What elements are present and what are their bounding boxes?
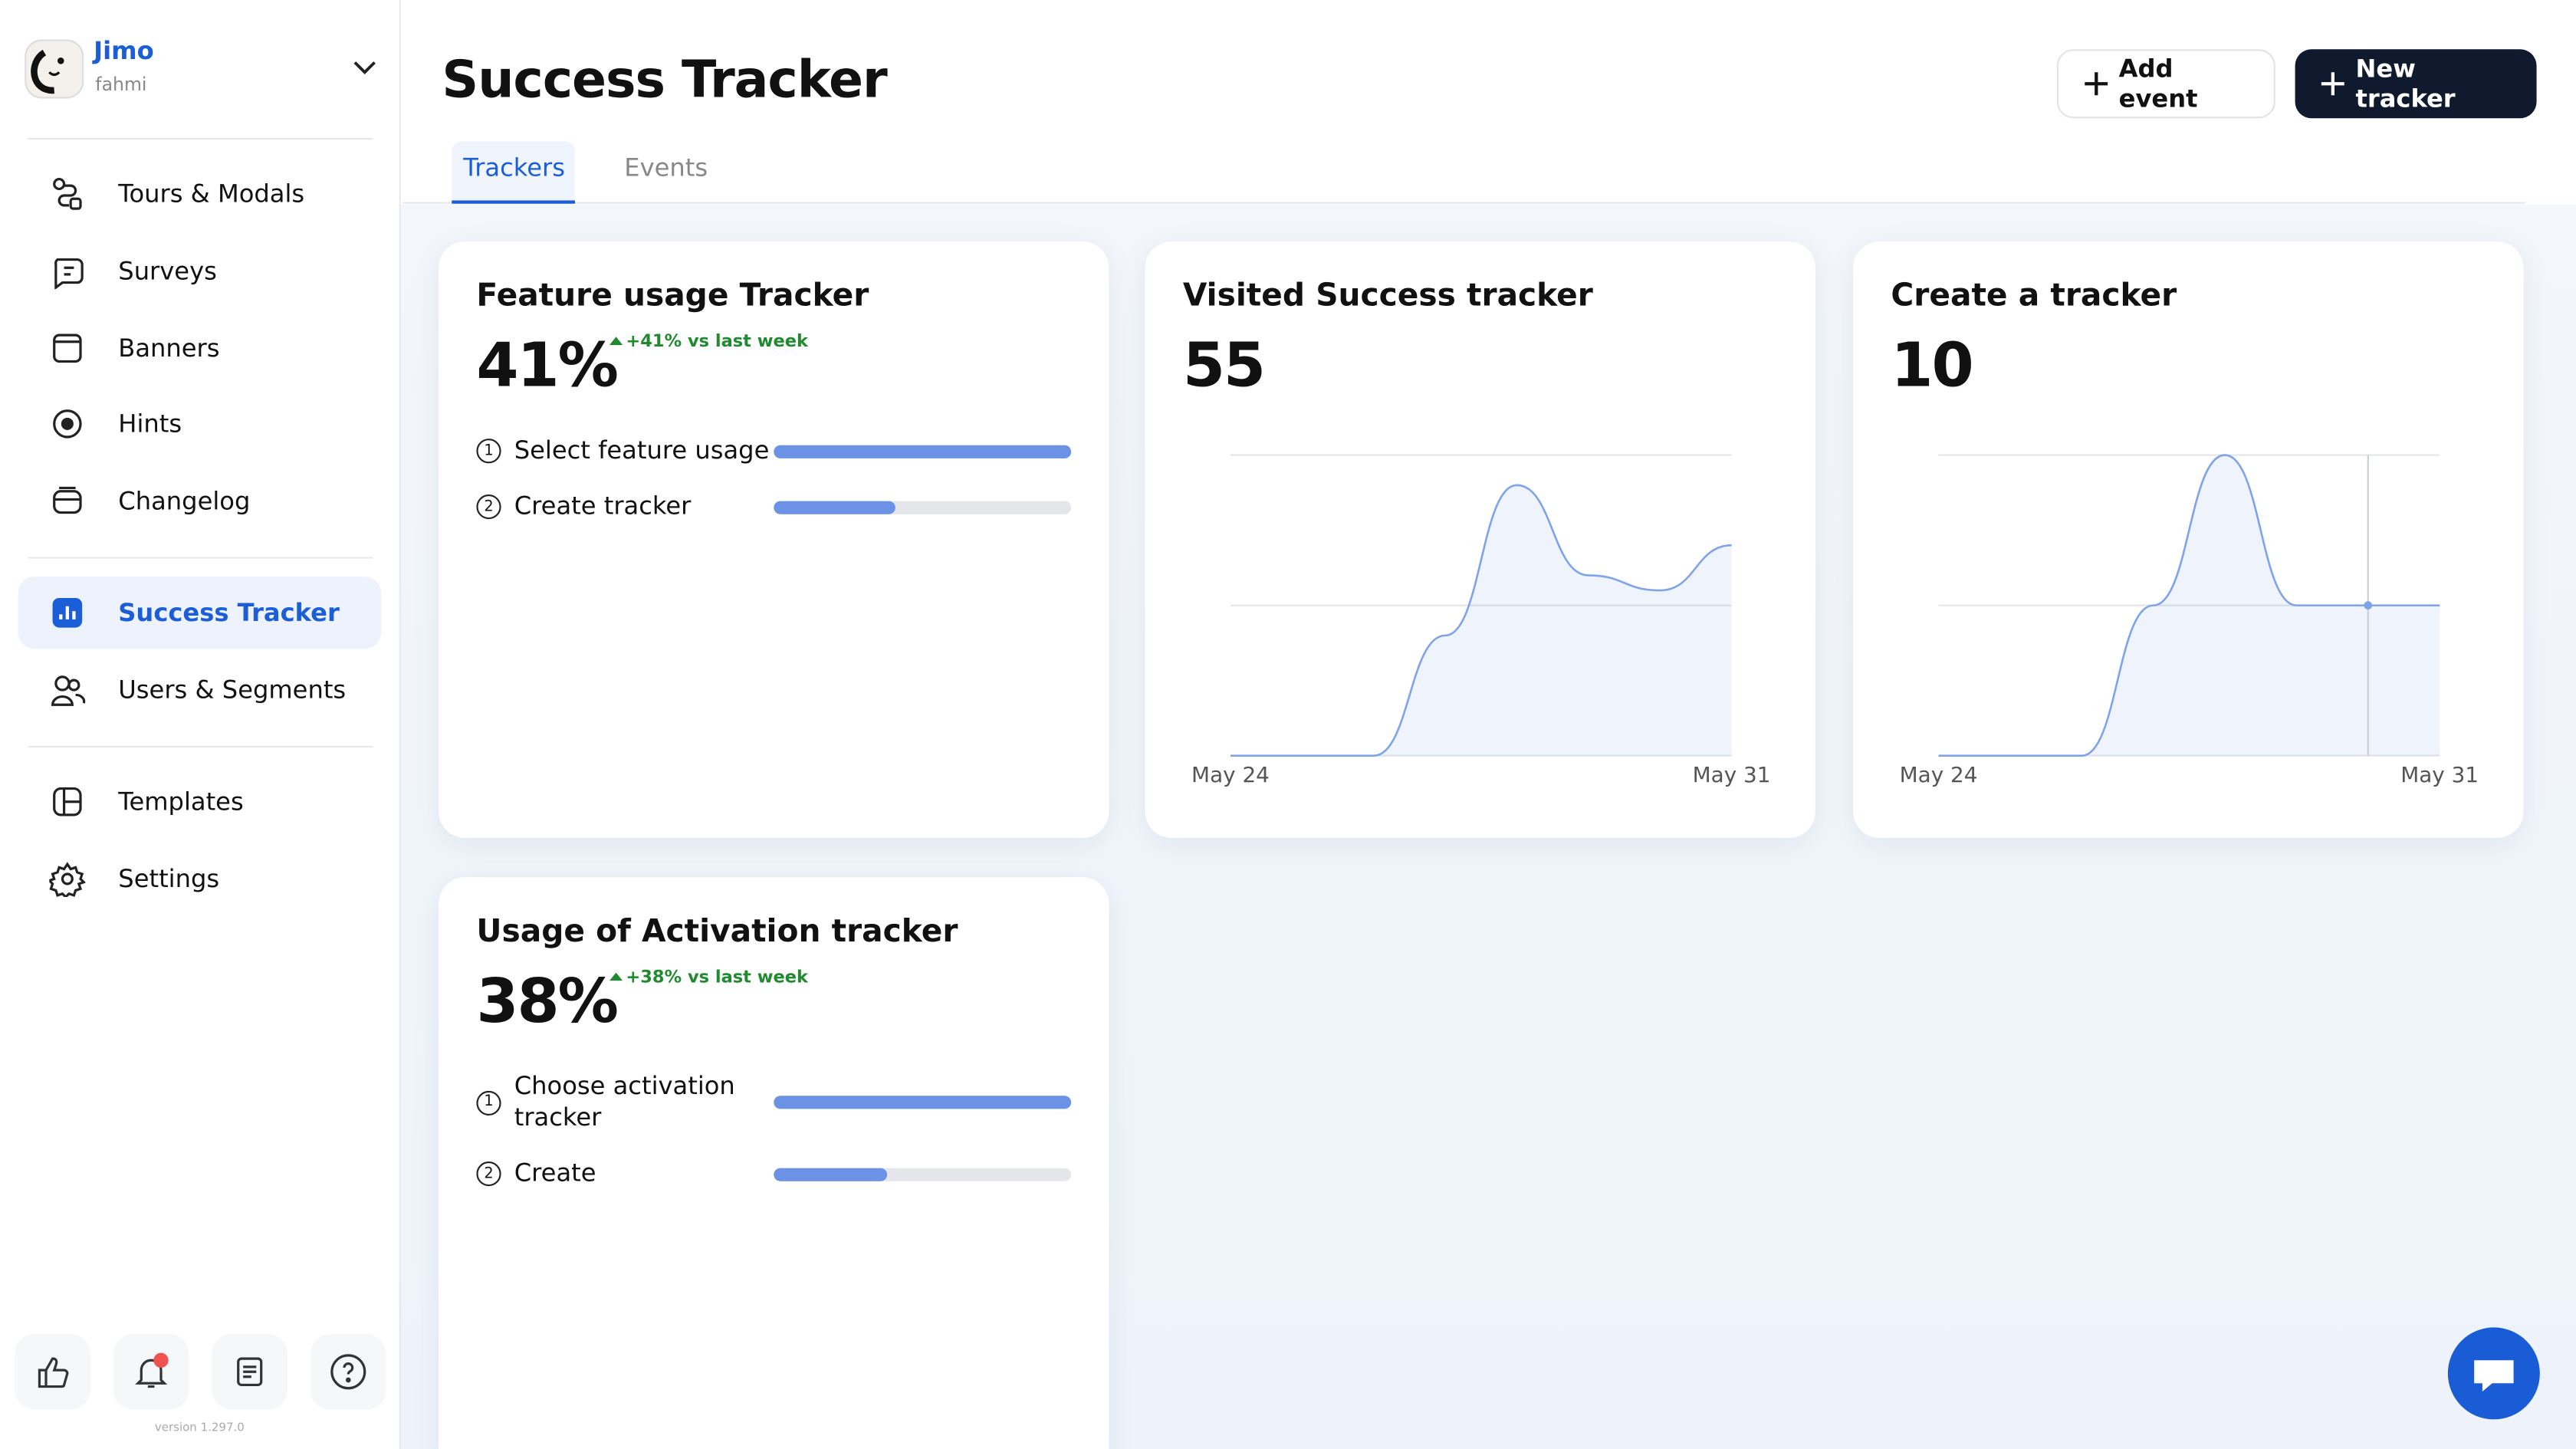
nav-item[interactable]: Templates [18,766,382,838]
workspace-name: Jimo [94,36,154,66]
nav-label: Settings [118,864,220,894]
line [1938,454,2440,757]
tracker-change-text: +38% vs last week [626,968,809,987]
x-tick-label: May 24 [1191,762,1270,787]
step-number: 2 [476,1162,501,1187]
sidebar: Jimo fahmi Tours & Modals Surveys Banner… [0,0,401,1449]
tab-events[interactable]: Events [624,153,708,182]
funnel-step: 2 Create [476,1158,1072,1190]
notifications-button[interactable] [113,1334,189,1410]
nav-label: Banners [118,334,220,363]
tab-divider [402,202,2525,204]
area [1230,485,1732,756]
step-bar [774,1096,1072,1109]
tab-active-bg [452,141,575,202]
help-button[interactable] [310,1334,386,1410]
workspace-menu[interactable] [352,56,378,79]
x-tick-label: May 31 [1693,762,1771,787]
nav-item[interactable]: Users & Segments [18,654,382,726]
funnel-step: 1 Choose activation tracker [476,1071,1072,1133]
nav-label: Templates [118,787,244,816]
version: version 1.297.0 [154,1421,245,1434]
step-bar [774,500,896,514]
funnel-step: 2 Create tracker [476,491,1072,523]
button-label: Add event [2118,54,2198,113]
area [1938,455,2440,756]
step-number: 1 [476,439,501,464]
nav-label: Changelog [118,486,251,516]
nav-label: Users & Segments [118,675,347,705]
nav-item[interactable]: Tours & Modals [18,158,382,230]
tracker-value: 38% [476,966,618,1037]
step-track [774,444,1072,458]
step-label: Choose activation tracker [514,1071,735,1132]
line-chart: May 24 May 31 [1900,454,2479,787]
step-label: Select feature usage [514,435,770,465]
tracker-title: Feature usage Tracker [476,278,869,314]
tracker-title: Usage of Activation tracker [476,913,958,950]
nav-item[interactable]: Changelog [18,465,382,537]
nav-label: Surveys [118,256,217,286]
funnel-step: 1 Select feature usage [476,435,1072,467]
button-label: New tracker [2355,54,2456,113]
step-track [774,1167,1072,1181]
step-bar [774,444,1072,458]
line-chart: May 24 May 31 [1191,454,1771,787]
main: Success Tracker Add event New tracker Tr… [400,0,2576,1449]
nav-item[interactable]: Banners [18,312,382,384]
tracker-card[interactable]: Feature usage Tracker 41% +41% vs last wee… [439,242,1109,838]
step-track [774,1096,1072,1109]
new-tracker-button[interactable]: New tracker [2295,49,2537,119]
tracker-value: 41% [476,330,618,401]
tab-underline [452,200,575,204]
tracker-title: Create a tracker [1891,278,2177,314]
line [1230,484,1732,757]
step-label: Create tracker [514,491,692,521]
step-bar [774,1167,887,1181]
feedback-button[interactable] [15,1334,90,1410]
step-label: Create [514,1158,596,1188]
tracker-change-text: +41% vs last week [626,331,809,352]
nav-item[interactable]: Surveys [18,235,382,307]
step-number: 2 [476,495,501,520]
tracker-change: +41% vs last week [610,332,808,352]
x-tick-label: May 24 [1900,762,1978,787]
nav-label: Hints [118,409,182,439]
tracker-title: Visited Success tracker [1182,278,1593,314]
tracker-card[interactable]: Visited Success tracker 55 May 24 May 31 [1145,242,1815,838]
tracker-card[interactable]: Create a tracker 10 May 24 May 31 [1853,242,2524,838]
step-track [774,500,1072,514]
user-name: fahmi [95,74,147,96]
tracker-card[interactable]: Usage of Activation tracker 38% +38% vs la… [439,877,1109,1449]
tracker-value: 55 [1182,330,1266,401]
avatar [25,39,84,99]
tab-trackers[interactable]: Trackers [463,153,566,182]
page-title: Success Tracker [442,51,887,110]
tracker-value: 10 [1891,330,1973,401]
step-number: 1 [476,1089,501,1115]
nav-item[interactable]: Settings [18,843,382,915]
chat-button[interactable] [2446,1326,2542,1421]
nav-label: Tours & Modals [118,179,305,209]
x-tick-label: May 31 [2400,762,2479,787]
nav-label: Success Tracker [118,598,340,628]
hover-dot [2364,601,2373,610]
nav-item[interactable]: Hints [18,388,382,460]
nav-item-active[interactable]: Success Tracker [18,577,382,649]
tracker-change: +38% vs last week [610,968,808,987]
add-event-button[interactable]: Add event [2056,49,2275,119]
docs-button[interactable] [212,1334,288,1410]
